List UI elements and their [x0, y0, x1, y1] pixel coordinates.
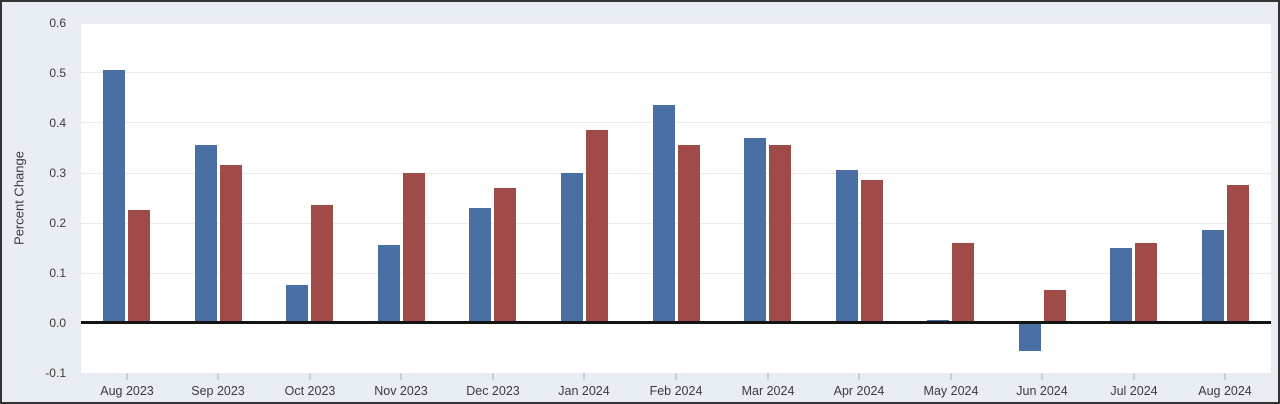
- x-label-jul-2024: Jul 2024: [1110, 384, 1158, 398]
- x-label-mar-2024: Mar 2024: [741, 384, 795, 398]
- bar-red-sep-2023: [220, 165, 242, 323]
- y-tick-label: 0.5: [49, 66, 66, 80]
- x-label-oct-2023: Oct 2023: [284, 384, 336, 398]
- x-label-jun-2024: Jun 2024: [1016, 384, 1068, 398]
- bar-red-jan-2024: [586, 130, 608, 323]
- bar-blue-oct-2023: [286, 285, 308, 323]
- bar-red-aug-2023: [128, 210, 150, 323]
- bar-blue-jan-2024: [561, 173, 583, 323]
- bar-blue-feb-2024: [653, 105, 675, 323]
- x-label-nov-2023: Nov 2023: [374, 384, 428, 398]
- x-tick-mark: [309, 373, 311, 380]
- bar-blue-sep-2023: [195, 145, 217, 323]
- y-tick-label: -0.1: [45, 366, 66, 380]
- bar-red-dec-2023: [494, 188, 516, 323]
- gridline: [81, 223, 1271, 224]
- x-tick-mark: [858, 373, 860, 380]
- bar-blue-aug-2024: [1202, 230, 1224, 323]
- plot-area: [81, 23, 1271, 374]
- bar-red-jun-2024: [1044, 290, 1066, 323]
- y-tick-label: 0.3: [49, 166, 66, 180]
- x-label-aug-2023: Aug 2023: [100, 384, 154, 398]
- bar-red-may-2024: [952, 243, 974, 323]
- zero-axis-line: [81, 321, 1271, 324]
- x-label-may-2024: May 2024: [923, 384, 979, 398]
- x-tick-mark: [217, 373, 219, 380]
- x-tick-mark: [1041, 373, 1043, 380]
- bar-red-mar-2024: [769, 145, 791, 323]
- x-tick-mark: [1133, 373, 1135, 380]
- y-tick-label: 0.1: [49, 266, 66, 280]
- x-label-apr-2024: Apr 2024: [833, 384, 885, 398]
- bar-red-jul-2024: [1135, 243, 1157, 323]
- x-tick-mark: [675, 373, 677, 380]
- bar-blue-mar-2024: [744, 138, 766, 323]
- x-label-dec-2023: Dec 2023: [466, 384, 520, 398]
- x-tick-mark: [1224, 373, 1226, 380]
- x-tick-mark: [126, 373, 128, 380]
- bar-red-nov-2023: [403, 173, 425, 323]
- bar-red-apr-2024: [861, 180, 883, 323]
- y-tick-label: 0.6: [49, 16, 66, 30]
- gridline: [81, 23, 1271, 24]
- bar-blue-jul-2024: [1110, 248, 1132, 323]
- bar-blue-dec-2023: [469, 208, 491, 323]
- bar-blue-apr-2024: [836, 170, 858, 323]
- x-tick-mark: [950, 373, 952, 380]
- bar-blue-aug-2023: [103, 70, 125, 323]
- gridline: [81, 173, 1271, 174]
- gridline: [81, 273, 1271, 274]
- x-label-jan-2024: Jan 2024: [558, 384, 610, 398]
- y-tick-label: 0.4: [49, 116, 66, 130]
- x-tick-mark: [492, 373, 494, 380]
- x-label-aug-2024: Aug 2024: [1198, 384, 1252, 398]
- bar-red-aug-2024: [1227, 185, 1249, 323]
- gridline: [81, 72, 1271, 73]
- x-label-feb-2024: Feb 2024: [649, 384, 703, 398]
- y-tick-label: 0.0: [49, 316, 66, 330]
- y-tick-label: 0.2: [49, 216, 66, 230]
- x-tick-mark: [400, 373, 402, 380]
- bar-blue-nov-2023: [378, 245, 400, 323]
- x-label-sep-2023: Sep 2023: [191, 384, 245, 398]
- x-tick-mark: [583, 373, 585, 380]
- bar-red-feb-2024: [678, 145, 700, 323]
- bar-blue-jun-2024: [1019, 323, 1041, 351]
- gridline: [81, 122, 1271, 123]
- bar-red-oct-2023: [311, 205, 333, 323]
- x-tick-mark: [767, 373, 769, 380]
